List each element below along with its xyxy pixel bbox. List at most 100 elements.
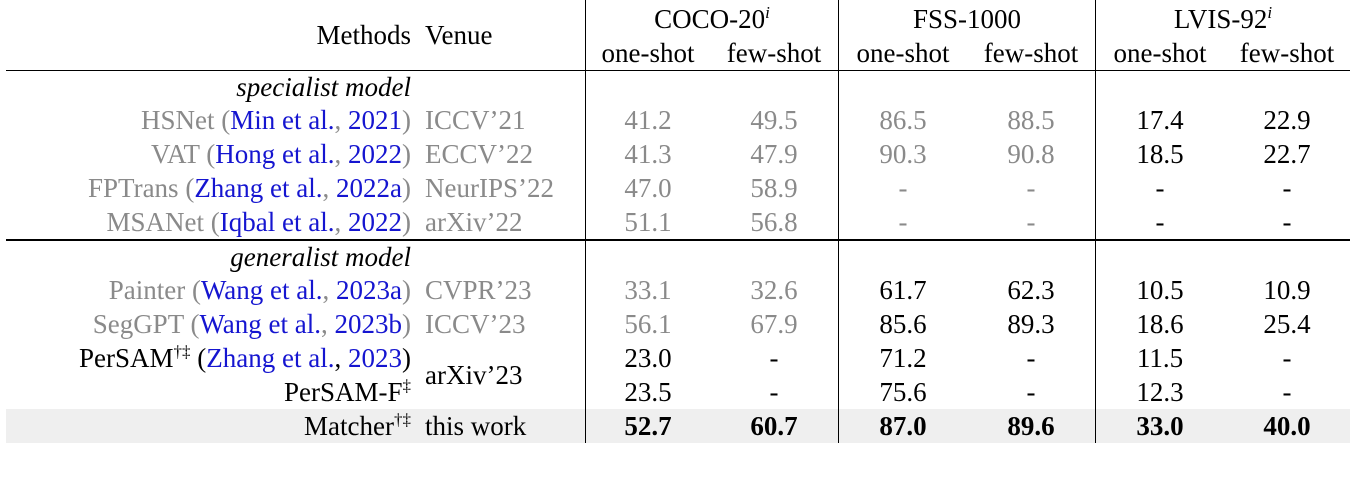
venue-header: Venue: [425, 20, 493, 50]
section-label-specialist: specialist model: [6, 70, 419, 103]
value-cell: 89.6: [967, 409, 1096, 443]
value-cell: 41.3: [585, 137, 710, 171]
citation-link[interactable]: Min et al.: [230, 105, 335, 135]
value-cell: 71.2: [838, 341, 967, 375]
table-row-fptrans: FPTrans (Zhang et al., 2022a) NeurIPS’22…: [6, 171, 1350, 205]
value-cell: 60.7: [710, 409, 839, 443]
citation-link[interactable]: Zhang et al.: [206, 343, 335, 373]
citation-link[interactable]: Wang et al.: [199, 309, 321, 339]
method-cell: PerSAM†‡ (Zhang et al., 2023): [79, 342, 411, 373]
value-cell: 11.5: [1095, 341, 1224, 375]
citation-year-link[interactable]: 2021: [348, 105, 402, 135]
value-cell: 33.0: [1095, 409, 1224, 443]
method-cell: Painter (Wang et al., 2023a): [108, 275, 411, 305]
citation-link[interactable]: Wang et al.: [200, 275, 323, 305]
citation-year-link[interactable]: 2022a: [336, 173, 402, 203]
value-cell: 90.3: [838, 137, 967, 171]
header-row-datasets: Methods Venue COCO-20i FSS-1000 LVIS-92i: [6, 0, 1350, 50]
value-cell: -: [769, 377, 779, 407]
value-cell: -: [769, 343, 779, 373]
citation-link[interactable]: Zhang et al.: [194, 173, 323, 203]
value-cell: -: [1026, 207, 1036, 237]
venue-cell: arXiv’22: [425, 207, 523, 237]
table-row-msanet: MSANet (Iqbal et al., 2022) arXiv’22 51.…: [6, 205, 1350, 240]
value-cell: 22.7: [1263, 139, 1311, 169]
dataset-header-fss: FSS-1000: [838, 0, 1096, 36]
table-row-painter: Painter (Wang et al., 2023a) CVPR’23 33.…: [6, 273, 1350, 307]
method-cell: SegGPT (Wang et al., 2023b): [92, 309, 411, 339]
value-cell: 18.6: [1095, 307, 1224, 341]
value-cell: 56.1: [585, 307, 710, 341]
value-cell: -: [1026, 173, 1036, 203]
value-cell: 47.0: [585, 171, 710, 205]
dataset-header-coco: COCO-20i: [585, 0, 839, 36]
value-cell: 40.0: [1224, 409, 1350, 443]
venue-cell: ICCV’21: [425, 105, 526, 135]
citation-year-link[interactable]: 2023a: [336, 275, 402, 305]
coco-one-shot-header: one-shot: [585, 36, 710, 71]
method-cell: VAT (Hong et al., 2022): [150, 139, 411, 169]
value-cell: 90.8: [1007, 139, 1055, 169]
section-row-specialist: specialist model: [6, 70, 1350, 103]
value-cell: 58.9: [750, 173, 798, 203]
venue-cell: CVPR’23: [425, 275, 532, 305]
value-cell: 51.1: [585, 205, 710, 240]
venue-cell: this work: [419, 409, 586, 443]
value-cell: -: [1095, 205, 1224, 240]
value-cell: -: [838, 171, 967, 205]
method-cell: Matcher†‡: [6, 409, 419, 443]
table-row-vat: VAT (Hong et al., 2022) ECCV’22 41.3 47.…: [6, 137, 1350, 171]
lvis-few-shot-header: few-shot: [1239, 38, 1335, 68]
value-cell: 56.8: [750, 207, 798, 237]
table-row-persam-f: PerSAM-F‡ 23.5 - 75.6 - 12.3 -: [6, 375, 1350, 409]
venue-cell: arXiv’23: [425, 360, 523, 390]
fss-few-shot-header: few-shot: [983, 38, 1079, 68]
value-cell: 61.7: [838, 273, 967, 307]
citation-link[interactable]: Hong et al.: [215, 139, 335, 169]
value-cell: 23.5: [585, 375, 710, 409]
value-cell: -: [1282, 173, 1292, 203]
value-cell: 41.2: [585, 103, 710, 137]
value-cell: -: [1282, 207, 1292, 237]
value-cell: 89.3: [1007, 309, 1055, 339]
dataset-header-lvis: LVIS-92i: [1095, 0, 1350, 36]
section-row-generalist: generalist model: [6, 239, 1350, 273]
value-cell: 10.5: [1095, 273, 1224, 307]
value-cell: 88.5: [1007, 105, 1055, 135]
value-cell: 10.9: [1263, 275, 1311, 305]
method-cell: MSANet (Iqbal et al., 2022): [106, 207, 411, 237]
value-cell: -: [1282, 343, 1292, 373]
value-cell: 47.9: [750, 139, 798, 169]
value-cell: 52.7: [585, 409, 710, 443]
citation-year-link[interactable]: 2023b: [334, 309, 403, 339]
table-row-persam: PerSAM†‡ (Zhang et al., 2023) arXiv’23 2…: [6, 341, 1350, 390]
value-cell: -: [1026, 343, 1036, 373]
value-cell: 23.0: [585, 341, 710, 375]
citation-year-link[interactable]: 2022: [348, 139, 402, 169]
value-cell: 12.3: [1095, 375, 1224, 409]
value-cell: -: [838, 205, 967, 240]
venue-cell: ECCV’22: [425, 139, 533, 169]
header-row-settings: one-shot few-shot one-shot few-shot one-…: [6, 36, 1350, 71]
value-cell: 75.6: [838, 375, 967, 409]
value-cell: 49.5: [750, 105, 798, 135]
value-cell: -: [1026, 377, 1036, 407]
value-cell: 22.9: [1263, 105, 1311, 135]
method-cell: FPTrans (Zhang et al., 2022a): [88, 173, 411, 203]
citation-year-link[interactable]: 2023: [348, 343, 402, 373]
method-cell: PerSAM-F‡: [283, 376, 411, 407]
table-row-seggpt: SegGPT (Wang et al., 2023b) ICCV’23 56.1…: [6, 307, 1350, 341]
table-row-matcher: Matcher†‡ this work 52.7 60.7 87.0 89.6 …: [6, 409, 1350, 443]
citation-year-link[interactable]: 2022: [348, 207, 402, 237]
value-cell: -: [1282, 377, 1292, 407]
methods-header: Methods: [316, 20, 412, 50]
value-cell: 17.4: [1095, 103, 1224, 137]
value-cell: 87.0: [838, 409, 967, 443]
lvis-one-shot-header: one-shot: [1095, 36, 1224, 71]
method-cell: HSNet (Min et al., 2021): [141, 105, 411, 135]
value-cell: -: [1095, 171, 1224, 205]
table-row-hsnet: HSNet (Min et al., 2021) ICCV’21 41.2 49…: [6, 103, 1350, 137]
value-cell: 62.3: [1007, 275, 1055, 305]
citation-link[interactable]: Iqbal et al.: [219, 207, 335, 237]
